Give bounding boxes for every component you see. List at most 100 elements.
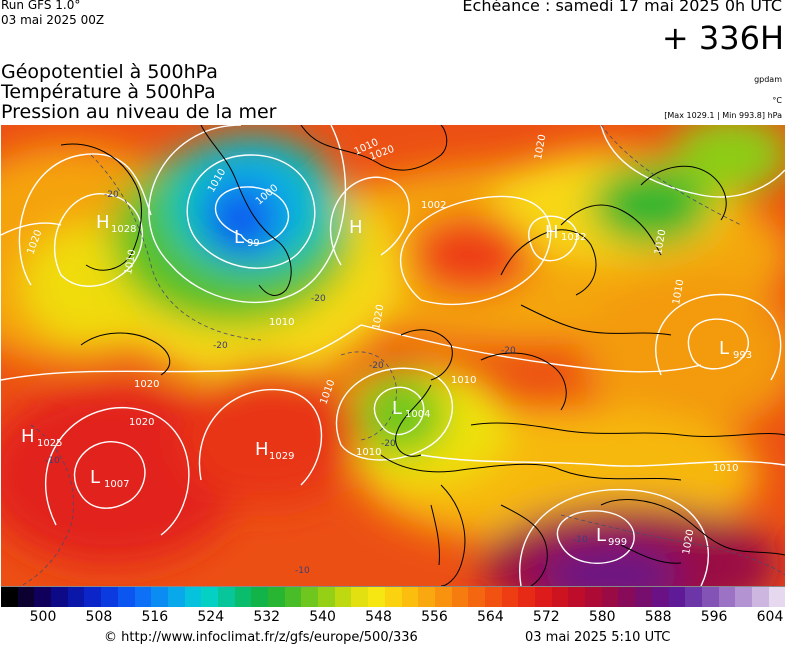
color-swatch — [318, 587, 335, 607]
svg-text:L: L — [392, 398, 402, 419]
color-scale-tick-label: 588 — [644, 609, 672, 625]
color-scale-tick-label: 604 — [756, 609, 784, 625]
svg-text:L: L — [234, 227, 244, 248]
color-swatch — [685, 587, 702, 607]
color-swatch — [601, 587, 619, 607]
color-scale-tick-label: 500 — [29, 609, 57, 625]
color-swatch — [334, 587, 352, 607]
color-swatch — [134, 587, 152, 607]
color-swatch — [651, 587, 669, 607]
color-scale-tick-label: 524 — [197, 609, 225, 625]
title-temperature: Température à 500hPa — [1, 81, 216, 103]
color-swatch — [268, 587, 285, 607]
svg-text:1007: 1007 — [104, 479, 129, 490]
color-swatch — [635, 587, 652, 607]
color-swatch — [34, 587, 52, 607]
temperature-label: -10 — [295, 566, 310, 576]
svg-text:1004: 1004 — [405, 409, 430, 420]
isobars — [1, 125, 785, 586]
pressure-center: L 99 — [234, 227, 260, 249]
svg-text:H: H — [255, 439, 269, 460]
pressure-center: H 1029 — [255, 439, 294, 462]
color-swatch — [351, 587, 369, 607]
color-swatch — [468, 587, 485, 607]
pressure-center: L 999 — [596, 525, 627, 548]
color-swatch — [67, 587, 85, 607]
color-scale-tick-label: 532 — [253, 609, 281, 625]
color-swatch — [234, 587, 252, 607]
isobar-label: 1020 — [681, 529, 696, 556]
color-scale-bar — [1, 586, 786, 607]
map-titles: Géopotentiel à 500hPa Température à 500h… — [1, 62, 276, 122]
svg-text:L: L — [90, 467, 100, 488]
color-swatch — [751, 587, 769, 607]
color-scale-ticks: 500 508 516 524 532 540 548 556 564 572 580 588 596 6… — [0, 609, 786, 629]
title-geopotential: Géopotentiel à 500hPa — [1, 61, 218, 83]
color-swatch — [201, 587, 218, 607]
color-swatch — [551, 587, 569, 607]
temperature-label: -10 — [45, 456, 60, 466]
color-swatch — [701, 587, 719, 607]
isobar-label: 1020 — [129, 417, 154, 428]
color-swatch — [418, 587, 435, 607]
color-swatch — [735, 587, 752, 607]
color-swatch — [585, 587, 602, 607]
color-swatch — [167, 587, 185, 607]
color-swatch — [434, 587, 452, 607]
color-swatch — [568, 587, 586, 607]
generated-time: 03 mai 2025 5:10 UTC — [525, 630, 671, 645]
run-label: Run GFS 1.0° — [1, 0, 81, 12]
color-swatch — [251, 587, 268, 607]
color-swatch — [284, 587, 302, 607]
svg-text:H: H — [545, 222, 559, 243]
color-swatch — [501, 587, 519, 607]
pressure-center: H 1028 — [96, 212, 136, 235]
isobar-label: 1010 — [451, 375, 476, 386]
forecast-valid-time: Echéance : samedi 17 mai 2025 0h UTC — [462, 0, 782, 15]
svg-text:999: 999 — [608, 537, 627, 548]
forecast-map: 1020 1010 1000 1020 1010 1002 1020 1010 … — [1, 125, 785, 586]
forecast-lead-time: + 336H — [661, 19, 784, 57]
temperature-label: -20 — [369, 361, 384, 371]
coastlines — [60, 125, 785, 586]
color-scale-tick-label: 548 — [365, 609, 392, 625]
pressure-center: L 993 — [719, 338, 752, 361]
color-swatch — [217, 587, 235, 607]
svg-text:L: L — [719, 338, 729, 359]
color-swatch — [401, 587, 419, 607]
color-swatch — [101, 587, 118, 607]
color-swatch — [768, 587, 786, 607]
svg-text:H: H — [21, 426, 35, 447]
isobar-label: 1020 — [533, 134, 548, 161]
svg-text:H: H — [349, 217, 363, 238]
pressure-centers: H 1028 L 99 H H 1032 L 993 H 1025 L 1007 H 1029… — [21, 212, 752, 548]
temperature-label: -20 — [104, 190, 119, 200]
temperature-label: -20 — [381, 439, 396, 449]
color-swatch — [535, 587, 552, 607]
color-swatch — [368, 587, 385, 607]
color-scale-tick-label: 516 — [141, 609, 169, 625]
isobar-label: 1010 — [671, 279, 686, 306]
color-swatch — [117, 587, 135, 607]
color-swatch — [84, 587, 102, 607]
color-scale-tick-label: 564 — [477, 609, 504, 625]
geopotential-field: 1020 1010 1000 1020 1010 1002 1020 1010 … — [1, 125, 785, 586]
source-url: © http://www.infoclimat.fr/z/gfs/europe/… — [104, 630, 418, 645]
color-swatch — [17, 587, 35, 607]
run-date: 03 mai 2025 00Z — [1, 13, 105, 27]
title-pressure: Pression au niveau de la mer — [1, 101, 277, 123]
isobar-label: 1002 — [421, 200, 446, 211]
pressure-center: L 1004 — [392, 398, 430, 420]
svg-text:1032: 1032 — [561, 232, 586, 243]
color-scale-tick-label: 572 — [532, 609, 560, 625]
pressure-center: H — [349, 217, 363, 238]
temperature-label: -20 — [311, 294, 326, 304]
color-swatch — [618, 587, 636, 607]
color-swatch — [718, 587, 736, 607]
svg-text:1028: 1028 — [111, 224, 136, 235]
color-swatch — [484, 587, 502, 607]
isobar-label: 1020 — [653, 229, 668, 256]
pressure-center: L 1007 — [90, 467, 129, 490]
isobar-label: 1020 — [134, 379, 159, 390]
temperature-label: -10 — [573, 535, 588, 545]
